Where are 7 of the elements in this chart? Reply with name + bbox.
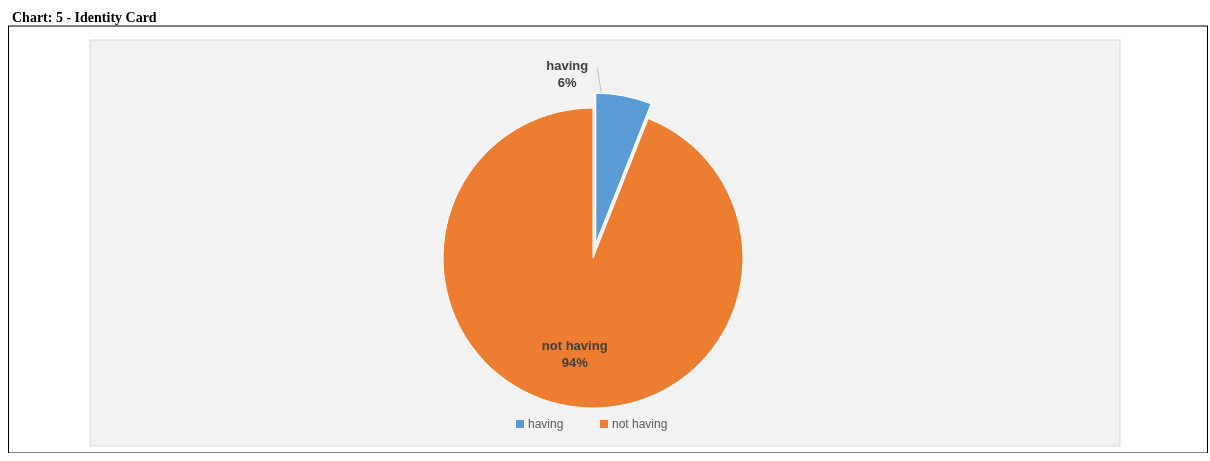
slice-label: not having xyxy=(541,337,608,353)
data-label: 6% xyxy=(557,74,578,90)
legend-label: not having xyxy=(612,417,668,431)
slice-label: having xyxy=(546,57,589,73)
legend-label: having xyxy=(528,417,564,431)
text: Chart: 5 - Identity Card xyxy=(12,10,157,25)
data-label: 94% xyxy=(561,354,589,370)
